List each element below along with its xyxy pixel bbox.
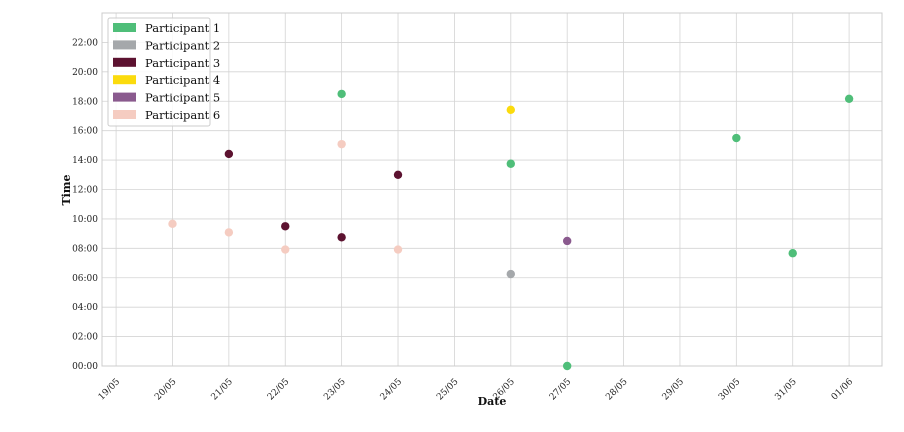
data-point bbox=[844, 94, 854, 103]
legend-swatch bbox=[113, 92, 136, 102]
data-point bbox=[337, 139, 346, 149]
y-tick-label: 12:00 bbox=[72, 186, 98, 196]
grid-lines bbox=[102, 13, 882, 367]
x-tick-label: 29/05 bbox=[661, 377, 687, 403]
legend-label: Participant 2 bbox=[145, 38, 220, 52]
y-tick-label: 20:00 bbox=[72, 68, 98, 78]
data-point bbox=[562, 361, 572, 371]
x-tick-label: 21/05 bbox=[210, 377, 236, 403]
data-point bbox=[393, 170, 403, 179]
y-tick-label: 14:00 bbox=[72, 156, 98, 166]
y-tick-label: 10:00 bbox=[72, 215, 98, 225]
legend-label: Participant 4 bbox=[145, 73, 220, 87]
y-tick-label: 22:00 bbox=[72, 38, 98, 48]
data-point bbox=[337, 89, 346, 99]
legend-swatch bbox=[113, 57, 136, 67]
data-point bbox=[788, 249, 797, 258]
y-tick-label: 00:00 bbox=[72, 362, 98, 372]
data-point bbox=[224, 228, 234, 237]
x-tick-label: 24/05 bbox=[379, 377, 405, 403]
y-tick-labels: 00:00 02:00 04:00 06:00 08:00 10:00 12:00 14:00… bbox=[72, 38, 98, 372]
x-tick-label: 31/05 bbox=[773, 377, 799, 403]
y-tick-label: 06:00 bbox=[72, 274, 98, 284]
x-tick-label: 25/05 bbox=[435, 377, 461, 403]
x-tick-label: 01/06 bbox=[830, 377, 856, 403]
data-point bbox=[506, 269, 515, 279]
x-tick-label: 30/05 bbox=[717, 377, 743, 403]
data-point bbox=[168, 219, 177, 229]
legend-label: Participant 1 bbox=[145, 21, 220, 35]
y-tick-label: 04:00 bbox=[72, 303, 98, 313]
x-tick-label: 22/05 bbox=[266, 377, 292, 403]
y-tick-label: 18:00 bbox=[72, 97, 98, 107]
legend-swatch bbox=[113, 75, 136, 85]
y-tick-label: 08:00 bbox=[72, 244, 98, 254]
data-point bbox=[506, 159, 515, 168]
legend-label: Participant 3 bbox=[145, 56, 220, 70]
x-tick-label: 23/05 bbox=[322, 377, 348, 403]
data-point bbox=[562, 236, 572, 246]
x-tick-label: 19/05 bbox=[97, 377, 123, 403]
data-point bbox=[337, 233, 346, 242]
y-axis-label: Time bbox=[60, 174, 73, 205]
legend: Participant 1 Participant 2 Participant 3 P… bbox=[107, 17, 220, 127]
legend-label: Participant 6 bbox=[145, 108, 220, 122]
data-point bbox=[281, 245, 290, 254]
y-tick-label: 02:00 bbox=[72, 333, 98, 343]
legend-swatch bbox=[113, 110, 136, 119]
x-tick-label: 27/05 bbox=[548, 377, 574, 403]
plot-frame bbox=[101, 12, 883, 367]
data-point bbox=[506, 105, 515, 115]
x-axis-label: Date bbox=[478, 395, 507, 408]
y-tick-label: 16:00 bbox=[72, 127, 98, 137]
data-point bbox=[281, 222, 290, 231]
legend-swatch bbox=[113, 23, 136, 32]
data-point bbox=[732, 133, 741, 143]
x-tick-label: 28/05 bbox=[604, 377, 630, 403]
x-tick-label: 20/05 bbox=[153, 377, 179, 403]
legend-label: Participant 5 bbox=[145, 91, 220, 105]
x-tick-labels: 19/05 20/05 21/05 22/05 23/05 24/05 25/05 26/05… bbox=[97, 377, 856, 403]
legend-swatch bbox=[113, 40, 136, 50]
data-points bbox=[168, 89, 854, 371]
data-point bbox=[393, 245, 403, 254]
data-point bbox=[224, 149, 234, 159]
